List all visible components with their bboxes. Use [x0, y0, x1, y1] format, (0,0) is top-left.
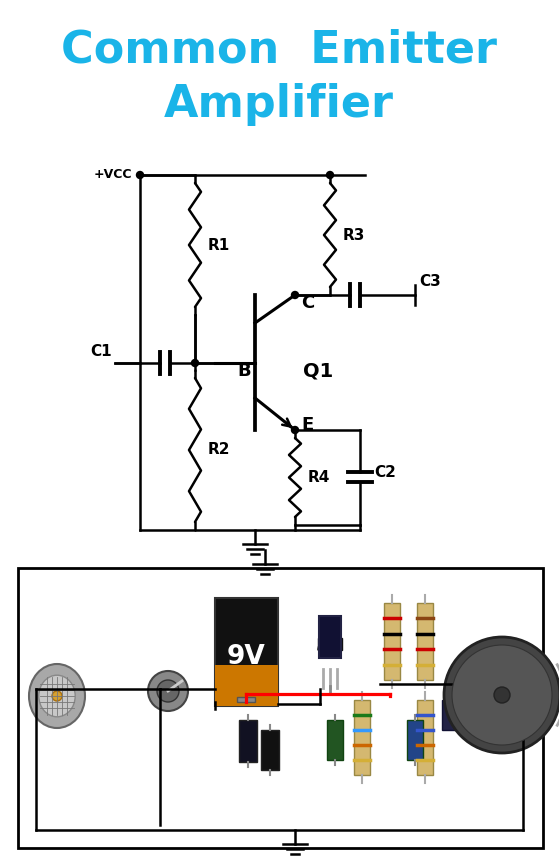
Bar	[407, 720, 423, 760]
Bar	[237, 697, 255, 702]
Bar	[417, 603, 433, 680]
Text: 9V: 9V	[227, 645, 266, 671]
Text: R1: R1	[208, 237, 230, 253]
Text: R4: R4	[308, 470, 330, 485]
Circle shape	[136, 172, 144, 179]
Text: R3: R3	[343, 228, 366, 243]
Wedge shape	[318, 638, 342, 650]
Text: +VCC: +VCC	[93, 168, 132, 181]
Text: Common  Emitter: Common Emitter	[61, 28, 497, 72]
Bar	[417, 700, 433, 775]
Bar	[442, 700, 458, 730]
Circle shape	[52, 691, 62, 701]
Text: Amplifier: Amplifier	[164, 84, 394, 127]
Circle shape	[326, 172, 334, 179]
Circle shape	[452, 645, 552, 745]
Circle shape	[494, 687, 510, 703]
Bar	[215, 598, 278, 706]
Circle shape	[192, 360, 198, 367]
Circle shape	[464, 657, 540, 733]
Text: C2: C2	[374, 465, 396, 480]
Bar	[319, 616, 341, 658]
Ellipse shape	[39, 675, 75, 717]
Text: Q1: Q1	[303, 362, 333, 381]
Text: B: B	[238, 362, 251, 380]
Ellipse shape	[29, 664, 85, 728]
Text: R2: R2	[208, 443, 230, 457]
Circle shape	[291, 292, 299, 299]
Text: C: C	[301, 294, 314, 312]
Text: E: E	[301, 416, 313, 434]
Circle shape	[157, 680, 179, 702]
Circle shape	[291, 426, 299, 433]
Circle shape	[148, 671, 188, 711]
Bar	[318, 638, 342, 650]
Text: C3: C3	[419, 274, 440, 288]
Bar	[261, 730, 279, 770]
Circle shape	[476, 669, 528, 721]
Circle shape	[444, 637, 559, 753]
Bar	[354, 700, 370, 775]
Bar	[327, 720, 343, 760]
Bar	[215, 665, 278, 706]
Bar	[18, 568, 543, 848]
Bar	[239, 720, 257, 762]
Circle shape	[486, 679, 518, 711]
Bar	[384, 603, 400, 680]
Text: C1: C1	[91, 343, 112, 358]
